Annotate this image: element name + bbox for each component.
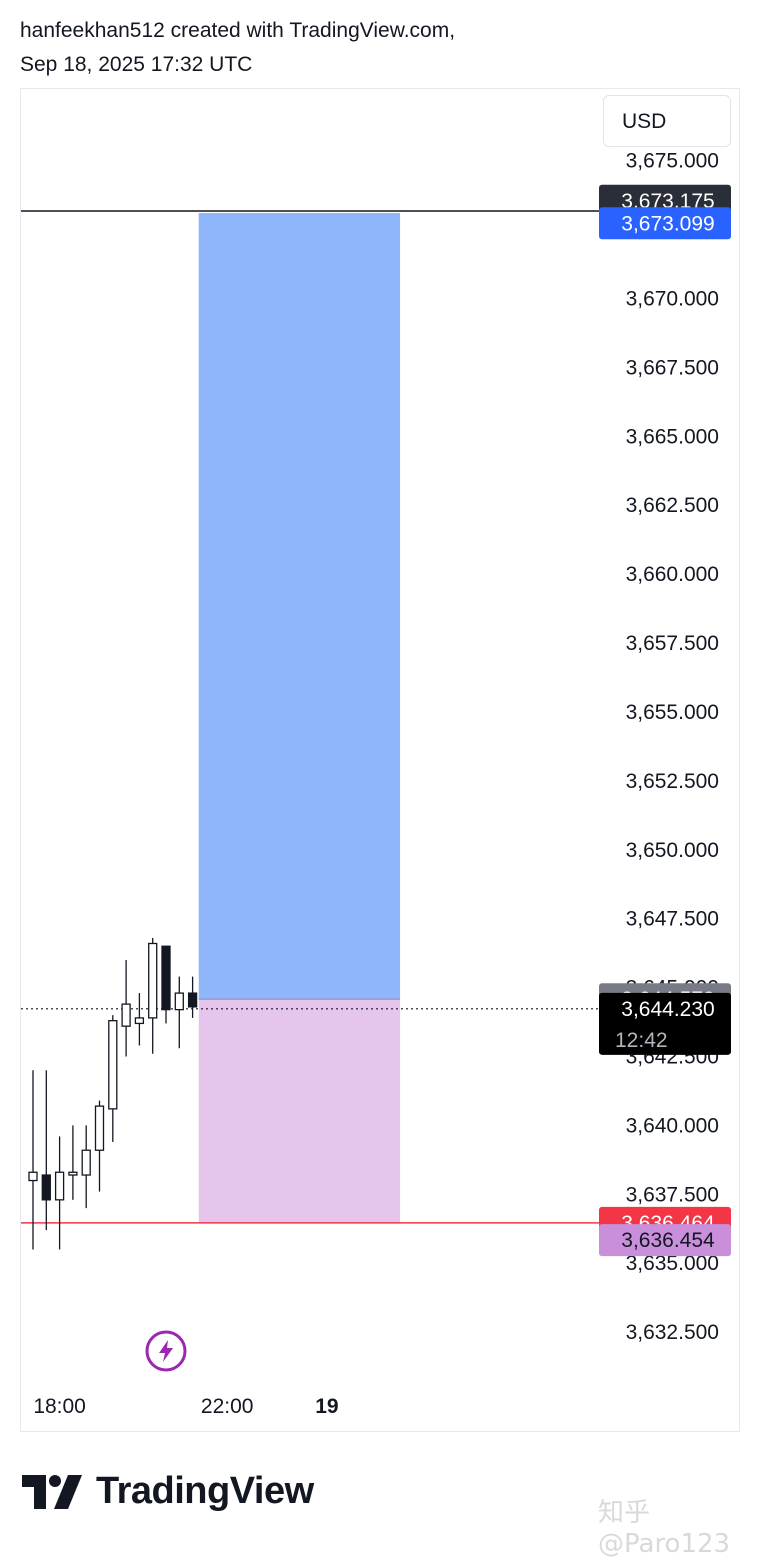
chart-canvas[interactable]: 3,675.0003,672.5003,670.0003,667.5003,66… [21,89,740,1432]
price-tick-label: 3,640.000 [626,1114,719,1137]
candle-body [28,1171,38,1182]
candle-body [94,1105,105,1151]
candle-body [41,1174,51,1201]
price-tick-label: 3,652.500 [626,770,719,793]
current-price-text: 3,644.230 [621,998,714,1021]
chart-attribution: hanfeekhan512 created with TradingView.c… [20,19,456,42]
candle-body [161,945,171,1011]
candle[interactable] [187,976,198,1018]
brand-name: TradingView [96,1470,314,1512]
price-tick-label: 3,670.000 [626,287,719,310]
candle-body [174,992,184,1011]
candle[interactable] [41,1070,51,1231]
price-label-text: 3,673.099 [621,212,714,235]
chart-timestamp: Sep 18, 2025 17:32 UTC [20,53,253,76]
target-zone[interactable] [198,213,401,1000]
price-axis[interactable]: 3,675.0003,672.5003,670.0003,667.5003,66… [626,150,719,1344]
candle[interactable] [28,1070,38,1250]
candle[interactable] [68,1125,78,1200]
price-label-text: 3,636.454 [621,1229,715,1252]
candle[interactable] [121,960,131,1057]
price-tick-label: 3,667.500 [626,356,719,379]
time-tick-label: 19 [315,1395,338,1418]
countdown-text: 12:42 [615,1029,668,1052]
horizontal-lines[interactable] [21,210,617,1224]
price-label-bg [599,1224,731,1257]
price-tick-label: 3,637.500 [626,1183,719,1206]
currency-selector[interactable]: USD [603,95,731,147]
price-label-text: 3,673.175 [621,190,714,213]
candle-body [54,1171,65,1201]
candle-body [134,1017,145,1025]
price-tick-label: 3,662.500 [626,494,719,517]
current-price-bg [599,992,731,1055]
tradingview-logo[interactable]: TradingView [22,1470,314,1513]
current-price-label: 3,644.230 12:42 [599,992,731,1055]
price-label: 3,636.454 [599,1224,731,1257]
price-tick-label: 3,635.000 [626,1252,719,1275]
price-tick-label: 3,675.000 [626,150,719,173]
candle[interactable] [174,976,184,1049]
candle-body [68,1171,78,1176]
position-tool[interactable] [198,213,401,1224]
time-tick-label: 18:00 [33,1395,86,1418]
stop-zone[interactable] [198,999,401,1224]
chart-panel[interactable]: 3,675.0003,672.5003,670.0003,667.5003,66… [20,88,740,1432]
watermark: 知乎 @Paro123 [598,1498,731,1559]
price-tick-label: 3,647.500 [626,908,719,931]
price-tick-label: 3,657.500 [626,632,719,655]
candles[interactable] [28,937,198,1250]
time-tick-label: 22:00 [201,1395,254,1418]
price-label: 3,673.099 [599,207,731,240]
price-tick-label: 3,650.000 [626,839,719,862]
tradingview-mark-icon [22,1474,82,1509]
price-tick-label: 3,665.000 [626,425,719,448]
candle-body [108,1020,118,1110]
candle[interactable] [134,993,145,1046]
candle[interactable] [161,945,171,1024]
candle[interactable] [54,1136,65,1250]
price-tick-label: 3,660.000 [626,563,719,586]
price-label-bg [599,207,731,240]
price-tick-label: 3,655.000 [626,701,719,724]
candle[interactable] [94,1100,105,1192]
candle-body [121,1003,131,1027]
candle[interactable] [81,1125,91,1209]
lightning-icon[interactable] [145,1330,187,1372]
candle[interactable] [108,1015,118,1142]
candle-body [187,992,198,1008]
price-tick-label: 3,632.500 [626,1321,719,1344]
candle-body [148,942,158,1019]
lightning-bolt [159,1340,173,1362]
candle[interactable] [148,937,158,1054]
candle-body [81,1149,91,1176]
price-labels: 3,673.1753,673.0993,644.5793,636.4643,63… [599,184,731,1257]
